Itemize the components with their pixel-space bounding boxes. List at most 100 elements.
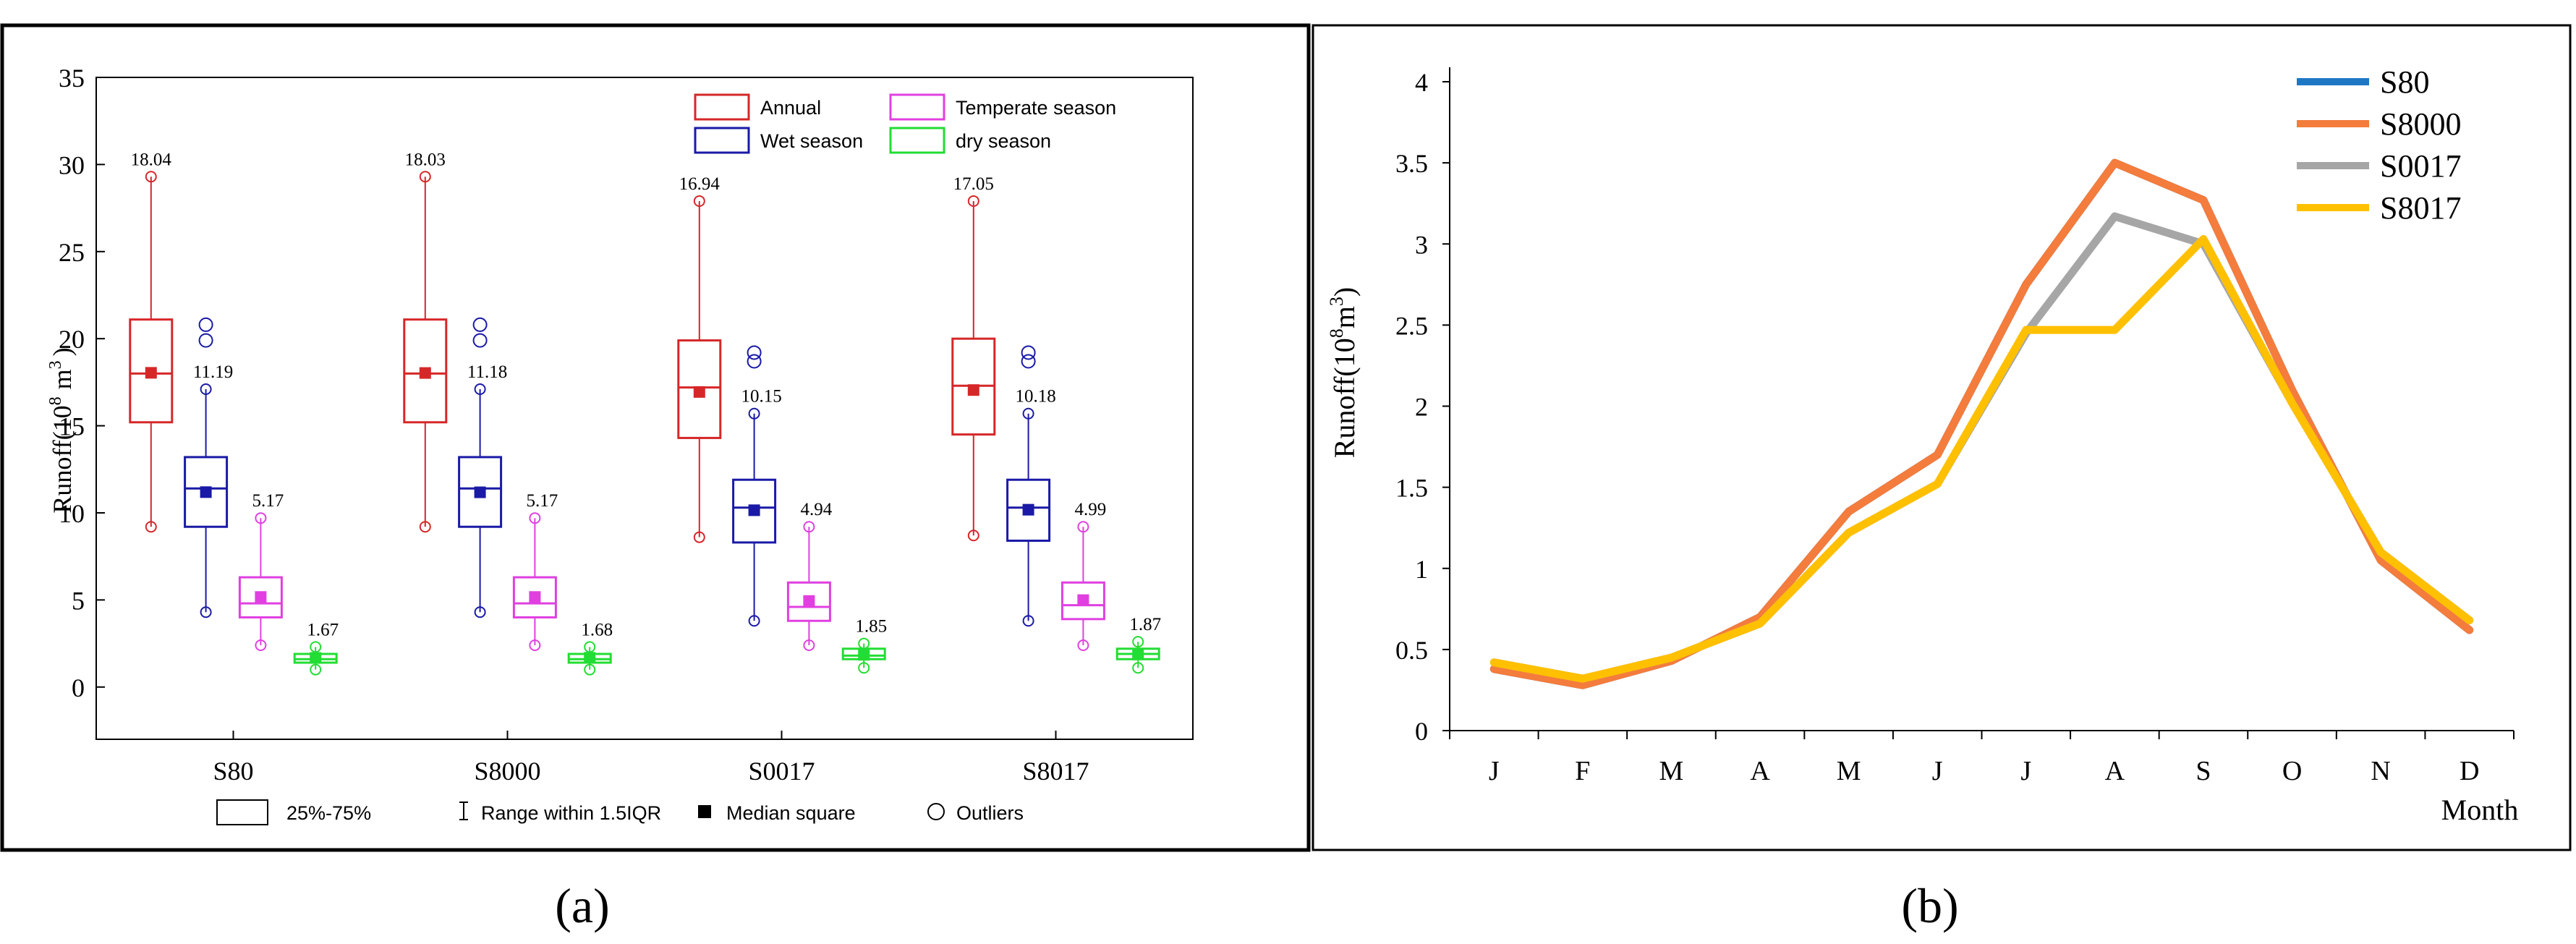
x-tick-label: S80: [213, 757, 253, 786]
outlier-point: [198, 333, 213, 348]
iqr-box: [732, 478, 777, 544]
box-temperate-season: 4.94: [786, 500, 833, 651]
series-line-s8017: [1489, 235, 2474, 683]
iqr-box: [184, 456, 229, 528]
mean-value-label: 1.87: [1129, 615, 1161, 634]
line-series: [1489, 158, 2474, 689]
mean-value-label: 1.85: [855, 617, 887, 637]
median-square-legend-icon: [698, 805, 711, 818]
legend-label: Annual: [760, 97, 821, 119]
legend-label: S0017: [2380, 148, 2461, 184]
mean-value-label: 1.68: [581, 620, 613, 639]
mean-value-label: 18.04: [131, 150, 172, 169]
legend-label: S80: [2380, 64, 2429, 100]
y-tick-label: 30: [59, 150, 85, 179]
panel-a-plot-area: [95, 77, 1194, 740]
mean-square: [748, 504, 760, 516]
box-wet-season: 10.18: [1006, 345, 1056, 627]
outlier-point: [747, 345, 762, 360]
box-dry-season: 1.67: [293, 620, 339, 676]
whisker-min-marker: [748, 615, 760, 627]
whisker-min-marker: [1132, 662, 1144, 674]
outlier-point: [472, 333, 488, 348]
x-tick-label: J: [2020, 756, 2031, 786]
whisker-max-marker: [1077, 521, 1089, 533]
mean-square: [200, 486, 212, 498]
mean-value-label: 10.18: [1015, 387, 1055, 407]
panel-b-axes: 0 0.5 1 1.5 2 2.5 3 3.5 4 J F M A M J J A S O N D: [1395, 67, 2515, 786]
box-wet-season: 11.18: [458, 317, 507, 618]
whisker-max-marker: [803, 521, 815, 533]
whisker-legend-label: Range within 1.5IQR: [481, 802, 661, 824]
box-dry-season: 1.87: [1115, 615, 1161, 674]
whisker-min-marker: [474, 606, 486, 618]
mean-value-label: 10.15: [741, 387, 781, 407]
whisker-max-marker: [1022, 407, 1034, 420]
whisker-max-marker: [967, 195, 979, 207]
y-tick-label: 0: [1415, 717, 1428, 746]
whisker-min-marker: [310, 663, 322, 676]
panel-b-legend: S80 S8000 S0017 S8017: [2297, 64, 2461, 226]
panel-a-ylabel: Runoff(108m3): [46, 347, 77, 513]
legend-label: Wet season: [760, 130, 863, 152]
box-dry-season: 1.68: [567, 620, 613, 676]
panel-b-frame: [1312, 24, 2572, 851]
mean-square: [693, 386, 705, 398]
whisker-max-marker: [200, 383, 212, 396]
box-annual: 18.04: [129, 150, 174, 533]
mean-square: [803, 595, 815, 607]
box-series: 18.04 18.03 16.94 17.05 11.19 11.18 10.15 10.18…: [129, 150, 1161, 676]
x-tick-label: S8000: [474, 757, 540, 786]
panel-a-legend: Annual Wet season Temperate season dry seas…: [694, 93, 1116, 154]
mean-square: [1132, 648, 1144, 660]
x-tick-label: S8017: [1022, 757, 1089, 786]
y-tick-label: 2.5: [1395, 311, 1428, 340]
box-range-legend-label: 25%-75%: [286, 802, 371, 824]
mean-value-label: 17.05: [953, 174, 994, 194]
iqr-box: [512, 576, 557, 618]
y-tick-label: 35: [59, 64, 85, 93]
mean-value-label: 4.94: [801, 500, 833, 519]
x-axis-ticks: S80 S8000 S0017 S8017: [213, 731, 1089, 786]
mean-value-label: 1.67: [307, 620, 339, 639]
mean-square: [1022, 503, 1034, 516]
mean-square: [1077, 594, 1089, 606]
mean-value-label: 5.17: [527, 491, 558, 511]
x-tick-label: J: [1489, 756, 1500, 786]
whisker-max-marker: [419, 171, 431, 183]
x-tick-label: S0017: [748, 757, 815, 786]
x-tick-label: S: [2195, 756, 2211, 786]
mean-square: [584, 652, 596, 664]
whisker-max-marker: [145, 171, 157, 183]
mean-square: [419, 367, 431, 379]
legend-label: S8017: [2380, 190, 2461, 226]
x-tick-label: A: [2105, 756, 2125, 786]
legend-swatch: [889, 127, 945, 154]
legend-swatch: [694, 127, 750, 154]
whisker-min-marker: [584, 663, 596, 676]
box-annual: 17.05: [951, 174, 996, 542]
mean-value-label: 5.17: [252, 491, 284, 511]
y-tick-label: 5: [72, 586, 85, 615]
y-tick-label: 20: [59, 325, 85, 354]
box-temperate-season: 5.17: [512, 491, 558, 651]
x-tick-label: M: [1659, 756, 1684, 786]
mean-value-label: 16.94: [679, 174, 720, 194]
whisker-min-marker: [693, 531, 705, 543]
mean-square: [145, 367, 157, 379]
whisker-max-marker: [748, 407, 760, 420]
x-tick-label: N: [2371, 756, 2390, 786]
box-dry-season: 1.85: [841, 617, 887, 674]
mean-value-label: 11.19: [193, 362, 233, 382]
whisker-max-marker: [474, 383, 486, 396]
x-tick-label: O: [2282, 756, 2302, 786]
box-range-legend-swatch: [216, 799, 268, 825]
whisker-min-marker: [1022, 615, 1034, 627]
box-temperate-season: 5.17: [238, 491, 284, 651]
mean-value-label: 4.99: [1075, 500, 1107, 519]
legend-swatch: [694, 93, 750, 121]
iqr-box: [129, 318, 174, 424]
outlier-point: [472, 317, 488, 332]
